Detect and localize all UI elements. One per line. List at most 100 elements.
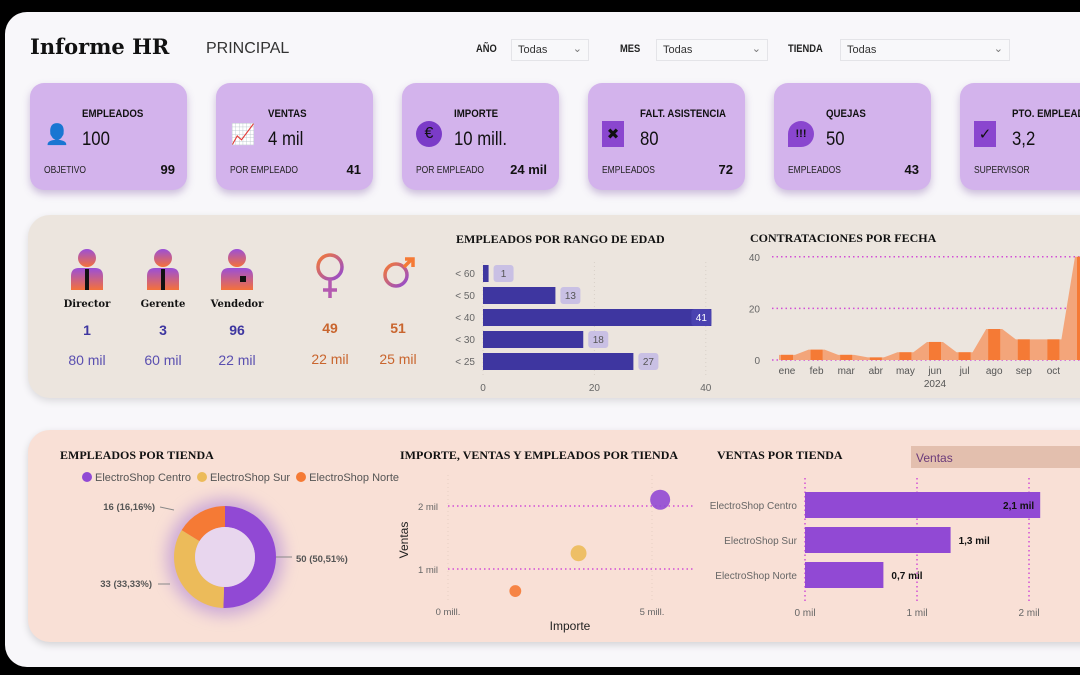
- x-tick-label: mar: [838, 366, 856, 377]
- data-label-bg: [638, 353, 659, 370]
- age-bar[interactable]: [483, 353, 634, 370]
- sales-bar[interactable]: [805, 492, 1041, 518]
- age-bar[interactable]: [483, 265, 489, 282]
- hires-bar[interactable]: [840, 354, 853, 360]
- role-person-icon: [71, 249, 103, 290]
- hires-bar[interactable]: [781, 354, 793, 360]
- kpi-card-ventas[interactable]: 📈 VENTAS 4 mil POR EMPLEADO 41: [216, 83, 373, 190]
- legend-item[interactable]: ElectroShop Sur: [197, 472, 290, 484]
- filter-month-label: MES: [620, 43, 641, 55]
- donut-slice[interactable]: [174, 530, 225, 608]
- person-icon: 👤: [44, 123, 70, 146]
- legend-item[interactable]: ElectroShop Centro: [82, 472, 191, 484]
- role-label: Vendedor: [210, 299, 264, 310]
- x-tick-label: ago: [986, 366, 1003, 377]
- x-tick-label: 1 mil: [906, 608, 927, 619]
- kpi-sub-value: 43: [904, 162, 919, 177]
- sales-bar[interactable]: [805, 527, 951, 553]
- tab-principal[interactable]: PRINCIPAL: [206, 40, 290, 57]
- data-label: 13: [565, 291, 577, 302]
- donut-legend: ElectroShop Centro ElectroShop Sur Elect…: [82, 472, 399, 484]
- sales-legend-header: Ventas: [911, 446, 1080, 468]
- kpi-value: 100: [82, 129, 110, 150]
- kpi-value: 4 mil: [268, 129, 304, 150]
- hires-bar[interactable]: [1077, 256, 1080, 360]
- x-tick-label: jun: [927, 366, 941, 377]
- hires-area: [779, 256, 1080, 360]
- hires-bar[interactable]: [899, 352, 912, 360]
- role-person-icon: [221, 249, 253, 290]
- y-tick-label: 20: [749, 304, 761, 315]
- legend-item[interactable]: ElectroShop Norte: [296, 472, 399, 484]
- leader-line: [159, 506, 175, 511]
- y-tick-label: 1 mil: [418, 565, 438, 576]
- age-bar[interactable]: [483, 331, 584, 348]
- hires-bar[interactable]: [929, 341, 941, 360]
- data-label: 1,3 mil: [959, 536, 990, 547]
- sales-bar[interactable]: [805, 562, 884, 588]
- kpi-sub-value: 41: [346, 162, 361, 177]
- gender-salary: 25 mil: [379, 351, 417, 367]
- hires-bar[interactable]: [810, 349, 823, 360]
- filter-year-select[interactable]: Todas ⌄: [511, 39, 589, 61]
- hires-bar[interactable]: [988, 329, 1001, 360]
- kpi-value: 10 mill.: [454, 129, 507, 150]
- kpi-value: 80: [640, 129, 659, 150]
- hires-bar[interactable]: [1047, 339, 1060, 360]
- kpi-sub-label: POR EMPLEADO: [416, 165, 485, 176]
- kpi-title: IMPORTE: [454, 108, 499, 120]
- role-salary: 60 mil: [144, 352, 182, 368]
- kpi-title: PTO. EMPLEADO: [1012, 108, 1080, 120]
- kpi-sub-label: EMPLEADOS: [602, 165, 655, 176]
- kpi-card-falt-asistencia[interactable]: ✖ FALT. ASISTENCIA 80 EMPLEADOS 72: [588, 83, 745, 190]
- hires-chart-title: CONTRATACIONES POR FECHA: [750, 231, 937, 245]
- y-tick-label: 2 mil: [418, 502, 438, 513]
- scatter-point[interactable]: [509, 585, 522, 597]
- gender-count: 51: [390, 320, 406, 336]
- donut-slice[interactable]: [181, 506, 225, 542]
- filter-store-label: TIENDA: [788, 43, 823, 55]
- kpi-sub-label: POR EMPLEADO: [230, 165, 299, 176]
- legend-dot: [82, 472, 92, 482]
- legend-dot: [197, 472, 207, 482]
- role-count: 96: [229, 322, 245, 338]
- role-label: Gerente: [140, 299, 186, 310]
- kpi-value: 3,2: [1012, 129, 1036, 150]
- x-tick-label: 5 mill.: [640, 607, 665, 618]
- scatter-point[interactable]: [570, 545, 587, 562]
- data-label-bg: [691, 309, 712, 326]
- hires-bar[interactable]: [958, 352, 971, 360]
- x-tick-label: sep: [1016, 366, 1033, 377]
- hires-bar[interactable]: [869, 357, 882, 360]
- female-icon: [316, 253, 344, 298]
- growth-chart-icon: 📈: [230, 123, 256, 146]
- data-label: 41: [696, 313, 708, 324]
- kpi-card-quejas[interactable]: !!! QUEJAS 50 EMPLEADOS 43: [774, 83, 931, 190]
- age-bar[interactable]: [483, 309, 712, 326]
- filter-store-select[interactable]: Todas ⌄: [840, 39, 1010, 61]
- kpi-sub-label: SUPERVISOR: [974, 165, 1030, 176]
- donut-slice[interactable]: [223, 506, 277, 608]
- chevron-down-icon: ⌄: [993, 43, 1003, 55]
- hires-bar[interactable]: [1017, 339, 1030, 360]
- scatter-point[interactable]: [650, 489, 671, 510]
- age-bar[interactable]: [483, 287, 556, 304]
- x-tick-label: 0: [480, 383, 486, 394]
- kpi-card-empleados[interactable]: 👤 EMPLEADOS 100 OBJETIVO 99: [30, 83, 187, 190]
- kpi-card-pto-empleado[interactable]: ✓ PTO. EMPLEADO 3,2 SUPERVISOR: [960, 83, 1080, 190]
- x-tick-label: oct: [1047, 366, 1061, 377]
- kpi-sub-label: EMPLEADOS: [788, 165, 841, 176]
- kpi-title: VENTAS: [268, 108, 307, 120]
- y-tick-label: < 60: [455, 269, 475, 280]
- legend-label: ElectroShop Centro: [95, 472, 191, 484]
- kpi-sub-value: 24 mil: [510, 162, 547, 177]
- data-label: 18: [593, 335, 605, 346]
- kpi-card-importe[interactable]: € IMPORTE 10 mill. POR EMPLEADO 24 mil: [402, 83, 559, 190]
- chevron-down-icon: ⌄: [751, 43, 761, 55]
- x-tick-label: abr: [869, 366, 884, 377]
- donut-data-label: 16 (16,16%): [103, 502, 155, 513]
- filter-month-select[interactable]: Todas ⌄: [656, 39, 768, 61]
- x-tick-label: 40: [700, 383, 712, 394]
- x-box-icon: ✖: [602, 121, 624, 147]
